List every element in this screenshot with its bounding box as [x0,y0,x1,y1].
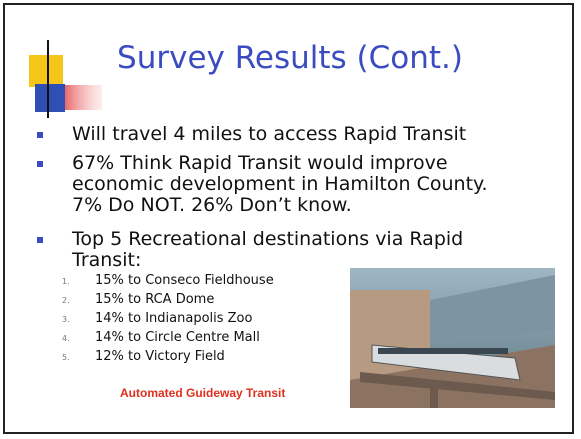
slide-title: Survey Results (Cont.) [70,40,510,76]
list-item: 14% to Indianapolis Zoo [95,311,252,326]
bullet-marker [37,132,43,138]
list-item: 14% to Circle Centre Mall [95,330,260,345]
slide: Survey Results (Cont.) Will travel 4 mil… [0,0,581,439]
list-number: 1. [62,277,70,286]
bullet-text: 67% Think Rapid Transit would improve [72,153,448,173]
bullet-text: Transit: [72,250,141,270]
yellow-square [29,55,63,87]
list-number: 4. [62,334,70,343]
bullet-marker [37,237,43,243]
list-number: 3. [62,315,70,324]
list-item: 15% to Conseco Fieldhouse [95,273,274,288]
bullet-text: Will travel 4 miles to access Rapid Tran… [72,124,466,144]
bullet-marker [37,161,43,167]
bullet-text: Top 5 Recreational destinations via Rapi… [72,229,463,249]
bullet-text: 7% Do NOT. 26% Don’t know. [72,195,352,215]
photo-caption: Automated Guideway Transit [120,386,285,400]
bullet-text: economic development in Hamilton County. [72,174,488,194]
list-item: 12% to Victory Field [95,349,225,364]
list-number: 2. [62,296,70,305]
list-item: 15% to RCA Dome [95,292,214,307]
list-number: 5. [62,353,70,362]
train-photo [350,268,555,408]
